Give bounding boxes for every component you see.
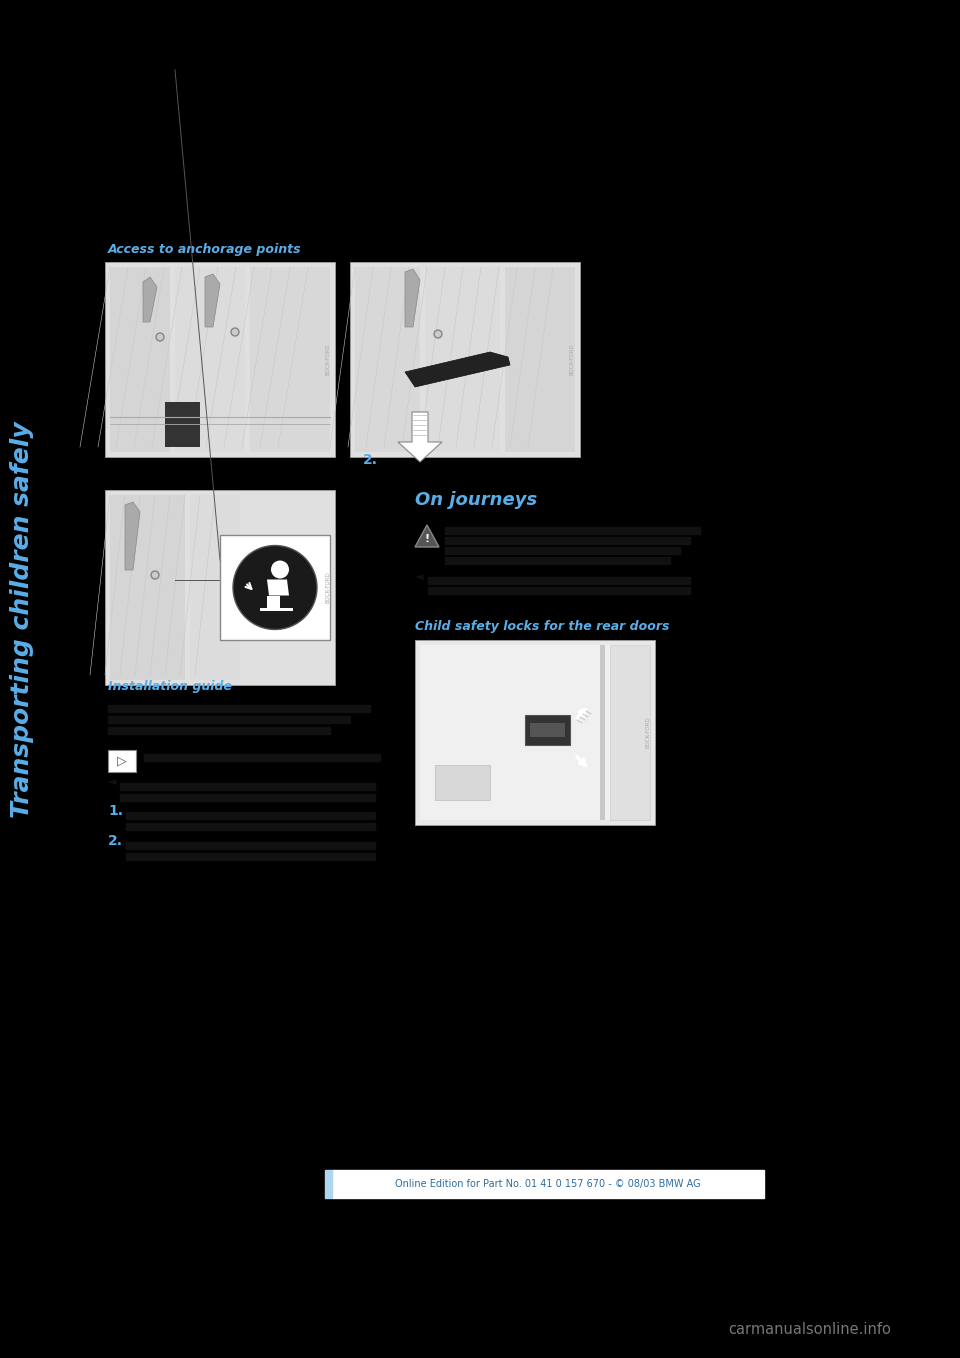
- Bar: [530, 722, 565, 737]
- Polygon shape: [260, 607, 293, 611]
- Bar: [332, 1171, 764, 1198]
- Bar: [250, 268, 330, 452]
- Text: BOCK-FORD: BOCK-FORD: [325, 572, 330, 603]
- Text: Child safety locks for the rear doors: Child safety locks for the rear doors: [415, 621, 669, 633]
- Bar: [435, 765, 490, 800]
- Text: Online Edition for Part No. 01 41 0 157 670 - © 08/03 BMW AG: Online Edition for Part No. 01 41 0 157 …: [396, 1179, 701, 1190]
- Text: Installation guide: Installation guide: [108, 680, 232, 693]
- Bar: [110, 496, 185, 680]
- Polygon shape: [125, 502, 140, 570]
- Polygon shape: [415, 526, 439, 547]
- Polygon shape: [398, 411, 442, 462]
- Bar: [420, 645, 650, 820]
- Circle shape: [153, 573, 157, 577]
- Bar: [108, 750, 136, 771]
- Text: 1.: 1.: [108, 804, 123, 818]
- Bar: [105, 490, 335, 684]
- Circle shape: [434, 330, 442, 338]
- Bar: [525, 716, 570, 746]
- Circle shape: [271, 561, 289, 579]
- Circle shape: [233, 546, 317, 630]
- Text: ◄: ◄: [108, 777, 116, 788]
- Text: 2.: 2.: [363, 454, 377, 467]
- Circle shape: [436, 331, 441, 337]
- Circle shape: [231, 329, 239, 335]
- Bar: [105, 262, 335, 458]
- Polygon shape: [267, 596, 280, 607]
- Bar: [600, 645, 605, 820]
- Bar: [350, 262, 580, 458]
- Polygon shape: [205, 274, 220, 327]
- Polygon shape: [405, 269, 420, 327]
- Bar: [415, 640, 655, 826]
- Text: BOCK-FORD: BOCK-FORD: [645, 717, 650, 748]
- Text: On journeys: On journeys: [415, 492, 538, 509]
- Polygon shape: [405, 352, 510, 387]
- Bar: [610, 645, 650, 820]
- Bar: [325, 1171, 332, 1198]
- Text: ▷: ▷: [117, 755, 127, 767]
- Circle shape: [157, 334, 162, 340]
- Text: BOCK-FORD: BOCK-FORD: [325, 344, 330, 375]
- Text: BOCK-FORD: BOCK-FORD: [570, 344, 575, 375]
- Bar: [175, 268, 245, 452]
- Polygon shape: [143, 277, 157, 322]
- Bar: [165, 402, 200, 447]
- Polygon shape: [267, 580, 289, 596]
- Bar: [220, 535, 330, 640]
- Text: ◄: ◄: [415, 572, 423, 583]
- Bar: [425, 268, 500, 452]
- Circle shape: [151, 570, 159, 579]
- Text: Access to anchorage points: Access to anchorage points: [108, 243, 301, 257]
- Circle shape: [156, 333, 164, 341]
- Text: Transporting children safely: Transporting children safely: [10, 422, 34, 819]
- Bar: [505, 268, 575, 452]
- Bar: [355, 268, 420, 452]
- Bar: [190, 496, 240, 680]
- Text: 2.: 2.: [108, 834, 123, 847]
- Bar: [110, 268, 170, 452]
- Circle shape: [232, 330, 237, 334]
- Text: carmanualsonline.info: carmanualsonline.info: [729, 1323, 892, 1338]
- Text: !: !: [424, 534, 429, 545]
